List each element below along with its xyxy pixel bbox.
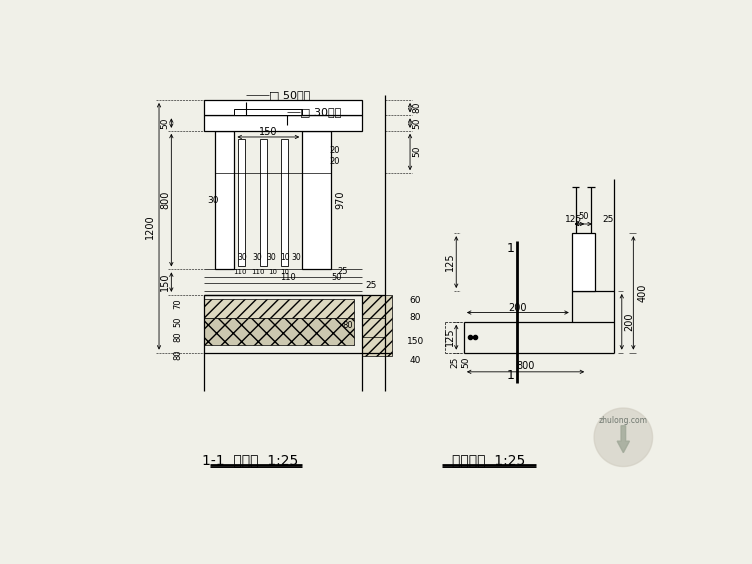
Text: 125: 125 xyxy=(445,328,455,346)
Text: □ 50钢管: □ 50钢管 xyxy=(269,90,311,100)
Text: 60: 60 xyxy=(410,297,421,306)
Text: 1200: 1200 xyxy=(145,214,155,239)
Text: 80: 80 xyxy=(173,350,182,360)
Text: 200: 200 xyxy=(624,312,635,331)
Text: 1: 1 xyxy=(507,369,515,382)
Text: 200: 200 xyxy=(508,303,527,313)
Text: 50: 50 xyxy=(412,117,421,129)
Text: 1-1  剖面图  1:25: 1-1 剖面图 1:25 xyxy=(202,453,298,468)
Bar xyxy=(238,139,245,266)
Text: 80: 80 xyxy=(342,321,353,330)
Bar xyxy=(204,299,354,318)
Text: 110: 110 xyxy=(280,272,296,281)
Bar xyxy=(260,139,267,266)
Text: 30: 30 xyxy=(252,253,262,262)
Text: 110: 110 xyxy=(233,268,247,275)
Bar xyxy=(362,295,393,356)
Text: 30: 30 xyxy=(207,196,219,205)
Text: zhulong.com: zhulong.com xyxy=(599,416,647,425)
Text: 1: 1 xyxy=(507,242,515,255)
Polygon shape xyxy=(594,408,653,466)
Bar xyxy=(204,116,362,131)
Text: 20: 20 xyxy=(329,157,340,166)
Text: 50: 50 xyxy=(173,316,182,327)
Text: 80: 80 xyxy=(412,102,421,113)
Text: 70: 70 xyxy=(173,299,182,310)
Text: 970: 970 xyxy=(335,191,345,209)
Text: 80: 80 xyxy=(410,314,421,323)
Bar xyxy=(215,131,235,270)
Text: 25: 25 xyxy=(450,356,459,368)
Text: 25: 25 xyxy=(602,215,614,224)
Text: 800: 800 xyxy=(517,362,535,372)
Text: 50: 50 xyxy=(332,272,342,281)
Bar xyxy=(204,318,354,345)
Text: 10: 10 xyxy=(268,268,277,275)
Bar xyxy=(281,139,288,266)
Text: 50: 50 xyxy=(161,117,170,129)
Text: 25: 25 xyxy=(365,281,377,290)
Text: 150: 150 xyxy=(407,337,424,346)
Text: 80: 80 xyxy=(173,332,182,342)
Text: 50: 50 xyxy=(461,356,470,368)
Bar xyxy=(572,233,595,291)
Text: 10: 10 xyxy=(280,268,289,275)
Text: 30: 30 xyxy=(238,253,247,262)
Text: 110: 110 xyxy=(251,268,265,275)
Text: 25: 25 xyxy=(337,267,347,276)
Text: 150: 150 xyxy=(259,127,277,138)
Text: 10: 10 xyxy=(280,253,290,262)
Text: 40: 40 xyxy=(410,356,421,365)
Text: 50: 50 xyxy=(578,212,589,221)
Text: 50: 50 xyxy=(412,146,421,157)
Text: 125: 125 xyxy=(565,215,582,224)
Bar xyxy=(235,109,302,116)
Text: 露台栏杆  1:25: 露台栏杆 1:25 xyxy=(452,453,525,468)
Text: □ 30钢管: □ 30钢管 xyxy=(300,107,341,117)
Text: 20: 20 xyxy=(329,146,340,155)
Polygon shape xyxy=(617,426,629,453)
Text: 800: 800 xyxy=(160,191,170,209)
Text: 30: 30 xyxy=(266,253,276,262)
Text: 400: 400 xyxy=(638,283,647,302)
Text: 125: 125 xyxy=(445,253,455,271)
Bar xyxy=(302,131,331,270)
Bar xyxy=(204,100,362,116)
Text: 30: 30 xyxy=(291,253,301,262)
Text: 150: 150 xyxy=(160,272,170,291)
